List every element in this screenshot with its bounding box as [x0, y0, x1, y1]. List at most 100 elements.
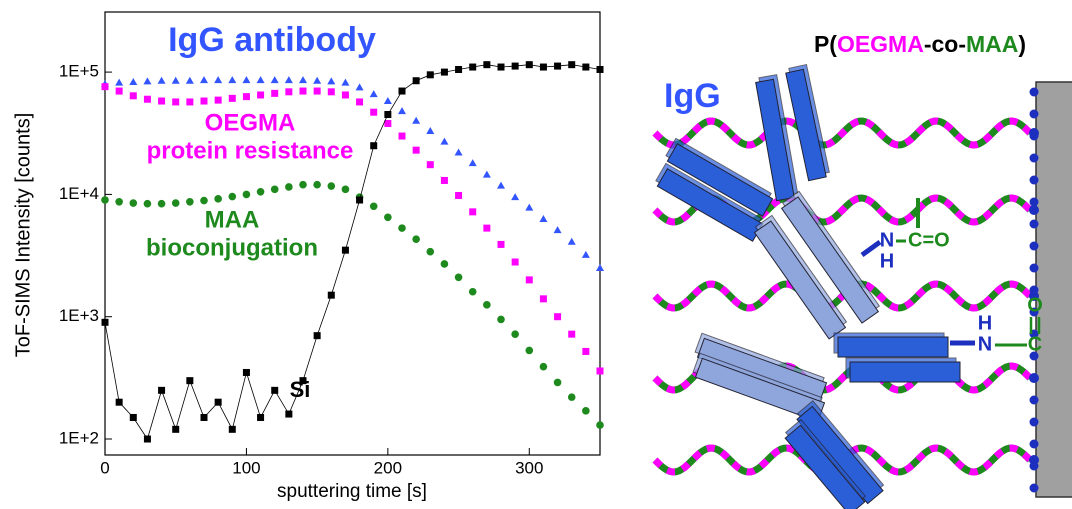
data-point — [214, 76, 222, 83]
data-point — [412, 235, 420, 243]
data-point — [413, 147, 420, 154]
data-point — [413, 77, 420, 84]
data-point — [215, 399, 222, 406]
data-point — [186, 98, 193, 105]
data-point — [200, 197, 208, 205]
data-point — [526, 276, 533, 283]
data-point — [469, 64, 476, 71]
label-part: OEGMA — [837, 31, 924, 57]
data-point — [525, 204, 533, 211]
data-point — [441, 260, 449, 268]
data-point — [228, 76, 236, 83]
chart-title: IgG antibody — [168, 21, 376, 59]
data-point — [483, 61, 490, 68]
data-point — [554, 379, 562, 387]
data-point — [441, 177, 448, 184]
data-point — [229, 426, 236, 433]
data-point — [285, 76, 293, 83]
data-point — [427, 161, 434, 168]
data-point — [257, 188, 265, 196]
y-tick-label: 1E+2 — [59, 428, 99, 447]
data-point — [398, 224, 406, 232]
data-point — [469, 288, 477, 296]
data-point — [370, 109, 377, 116]
data-point — [129, 78, 137, 85]
data-point — [596, 421, 604, 429]
data-point — [498, 241, 505, 248]
data-point — [116, 88, 123, 95]
anchor-point — [1030, 396, 1039, 405]
atom: H — [880, 250, 894, 272]
data-point — [101, 196, 109, 204]
data-point — [186, 77, 194, 84]
figure: IgG antibody sputtering time [s] ToF-SIM… — [0, 0, 1072, 509]
data-point — [314, 332, 321, 339]
data-point — [455, 192, 462, 199]
plot: 01002003001E+21E+31E+41E+5 — [59, 61, 604, 477]
data-point — [356, 98, 363, 105]
label-part: MAA — [966, 31, 1018, 57]
data-point — [526, 61, 533, 68]
x-tick-label: 300 — [515, 458, 543, 477]
anchor-point — [1030, 154, 1039, 163]
data-point — [399, 133, 406, 140]
data-point — [512, 63, 519, 70]
data-point — [172, 426, 179, 433]
data-point — [426, 248, 434, 256]
diagram: P(OEGMA-co-MAA) IgG N H C=O H N C O — [655, 31, 1072, 509]
data-point — [497, 182, 505, 189]
data-point — [214, 195, 222, 203]
data-point — [172, 199, 180, 207]
anchor-point — [1030, 132, 1039, 141]
anchor-point — [1030, 220, 1039, 229]
data-point — [158, 387, 165, 394]
data-point — [186, 198, 194, 206]
data-point — [313, 181, 321, 189]
data-point — [370, 90, 378, 97]
data-point — [511, 330, 519, 338]
label-part: -co- — [924, 31, 966, 57]
data-point — [483, 225, 490, 232]
anchor-point — [1030, 462, 1039, 471]
antibody-domain — [850, 362, 960, 382]
data-point — [469, 159, 477, 166]
data-point — [356, 83, 364, 90]
anchor-point — [1030, 484, 1039, 493]
y-tick-label: 1E+4 — [59, 184, 99, 203]
anchor-point — [1030, 264, 1039, 273]
anchor-point — [1030, 110, 1039, 119]
atom-group: C=O — [908, 229, 950, 251]
series — [101, 181, 604, 429]
data-point — [285, 183, 293, 191]
series — [102, 83, 604, 374]
data-point — [243, 191, 251, 199]
data-point — [144, 200, 152, 208]
data-point — [412, 117, 420, 124]
x-tick-label: 0 — [100, 458, 109, 477]
label-part: ) — [1018, 31, 1026, 57]
data-point — [384, 120, 391, 127]
atom: O — [1027, 294, 1043, 316]
data-point — [554, 313, 561, 320]
data-point — [299, 76, 307, 83]
data-point — [285, 88, 292, 95]
atom: N — [978, 333, 992, 355]
substrate — [1036, 82, 1072, 497]
data-point — [314, 88, 321, 95]
data-point — [299, 181, 307, 189]
y-tick-label: 1E+3 — [59, 306, 99, 325]
igg-label: IgG — [664, 77, 721, 115]
data-point — [271, 387, 278, 394]
data-point — [525, 347, 533, 355]
data-point — [129, 199, 137, 207]
data-point — [540, 363, 548, 371]
annotation: protein resistance — [147, 137, 354, 164]
data-point — [554, 226, 562, 233]
y-axis-label: ToF-SIMS Intensity [counts] — [12, 113, 34, 358]
anchor-point — [1030, 198, 1039, 207]
data-point — [158, 98, 165, 105]
data-point — [582, 251, 590, 258]
data-point — [201, 98, 208, 105]
data-point — [271, 76, 279, 83]
data-point — [455, 273, 463, 281]
